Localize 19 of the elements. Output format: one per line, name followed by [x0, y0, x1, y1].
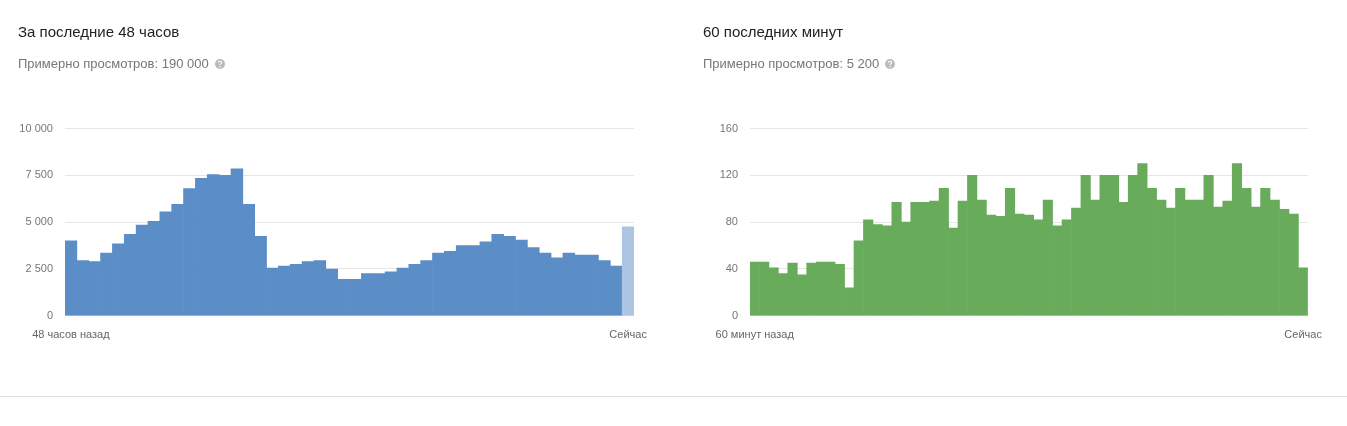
bar — [621, 226, 635, 316]
y-tick-label: 5 000 — [25, 215, 53, 228]
y-tick-label: 2 500 — [25, 262, 53, 275]
y-tick-label: 10 000 — [19, 121, 53, 134]
x-tick-label: 60 минут назад — [715, 328, 795, 341]
chart-subtitle: Примерно просмотров: 190 000 — [18, 56, 210, 71]
chart-title: 60 последних минут — [703, 23, 844, 40]
chart-title: За последние 48 часов — [18, 23, 180, 40]
y-tick-label: 40 — [725, 262, 738, 275]
y-tick-label: 7 500 — [25, 168, 53, 181]
x-tick-label: Сейчас — [609, 328, 648, 341]
y-tick-label: 120 — [719, 168, 738, 181]
x-tick-label: Сейчас — [1284, 328, 1323, 341]
y-tick-label: 80 — [725, 215, 738, 228]
y-tick-label: 0 — [46, 308, 53, 321]
y-tick-label: 0 — [731, 308, 738, 321]
x-tick-label: 48 часов назад — [32, 328, 111, 341]
y-tick-label: 160 — [719, 121, 738, 134]
chart-subtitle: Примерно просмотров: 5 200 — [703, 56, 881, 71]
